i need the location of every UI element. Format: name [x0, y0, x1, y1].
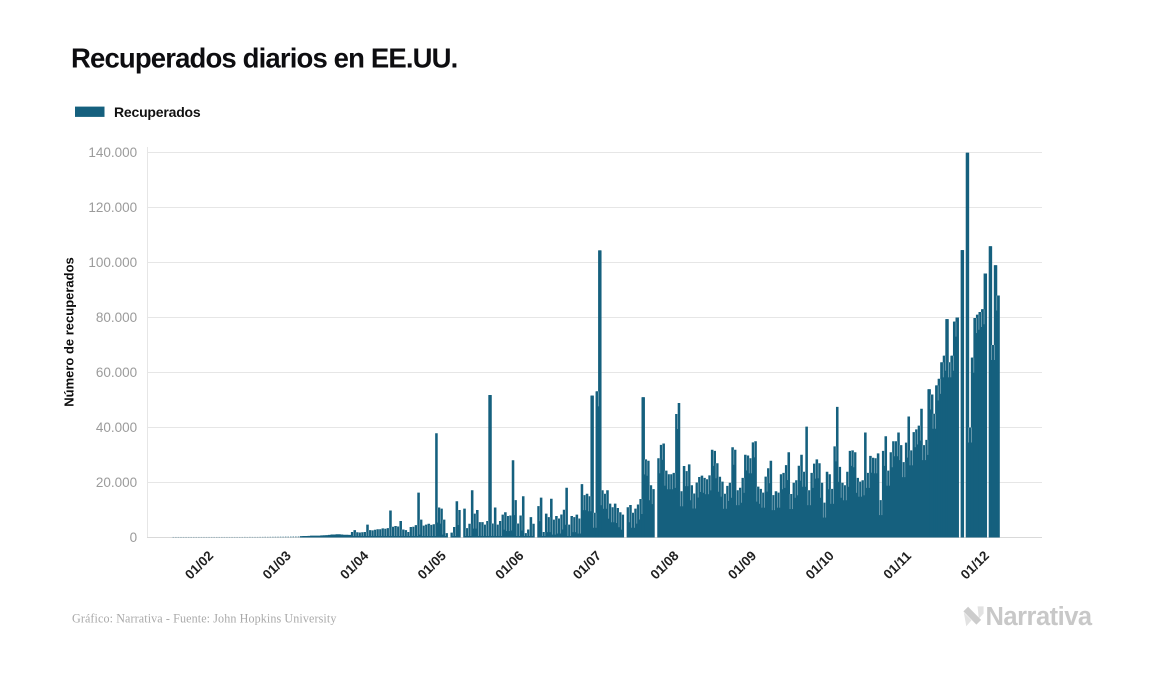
svg-text:140.000: 140.000 [88, 145, 137, 160]
svg-text:80.000: 80.000 [96, 310, 137, 325]
svg-text:60.000: 60.000 [96, 365, 137, 380]
svg-text:Narrativa: Narrativa [986, 603, 1093, 631]
svg-text:Recuperados: Recuperados [114, 104, 201, 120]
svg-text:120.000: 120.000 [88, 200, 137, 215]
svg-text:Gráfico: Narrativa - Fuente: J: Gráfico: Narrativa - Fuente: John Hopkin… [72, 612, 336, 626]
svg-text:Número de recuperados: Número de recuperados [62, 257, 77, 407]
svg-text:Recuperados diarios en EE.UU.: Recuperados diarios en EE.UU. [71, 43, 457, 74]
svg-text:40.000: 40.000 [96, 420, 137, 435]
svg-text:0: 0 [130, 530, 138, 545]
svg-text:100.000: 100.000 [88, 255, 137, 270]
svg-text:20.000: 20.000 [96, 475, 137, 490]
